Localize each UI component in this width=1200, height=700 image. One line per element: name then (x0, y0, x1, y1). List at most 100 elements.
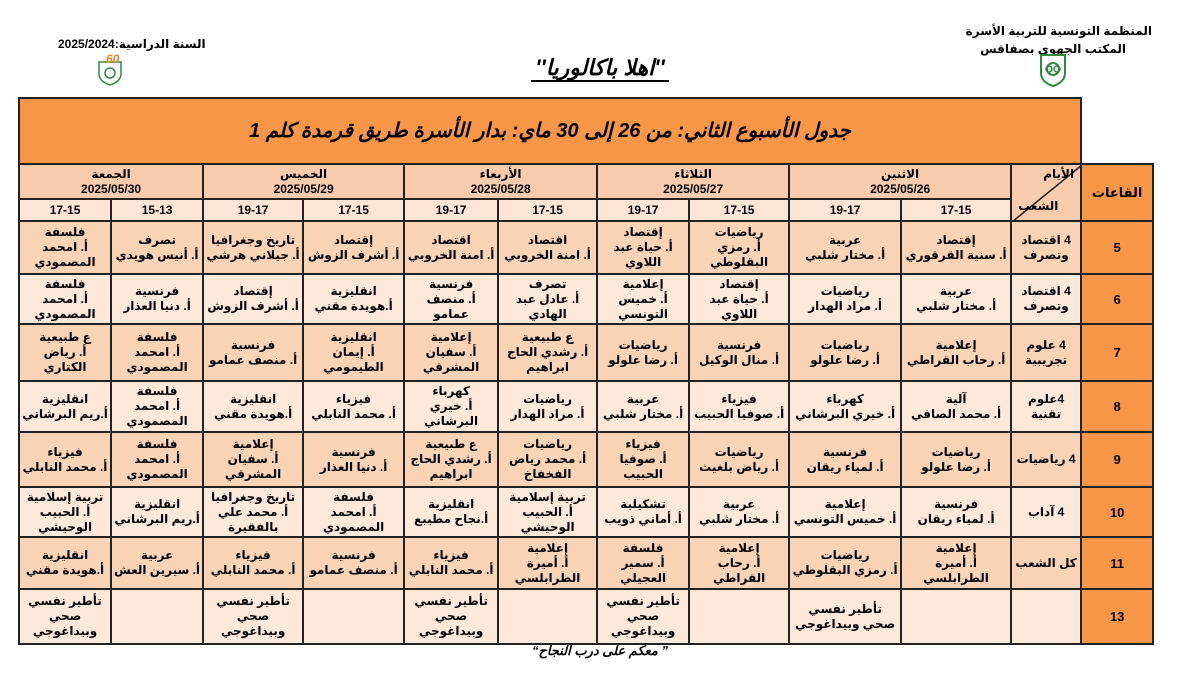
session-subject: إعلامية (935, 337, 977, 352)
session-teacher: أ. محمد الصافي (911, 406, 1002, 421)
session-subject: فلسفة (136, 437, 178, 451)
session-teacher: أ. سمير العجيلي (620, 555, 667, 585)
session-teacher: صحي وبيداغوجي (610, 609, 676, 638)
session-cell: فرنسية أ. منصف عمامو (302, 536, 406, 590)
session-subject: فرنسية (331, 444, 376, 459)
session-subject: إعلامية (935, 540, 977, 555)
day-header: الخميس 2025/05/29 (202, 163, 406, 200)
session-cell: تشكيلية أ. أماني ذويب (596, 486, 691, 538)
session-teacher: أ. امحمد المصمودي (126, 399, 188, 428)
session-subject: فلسفة (136, 384, 178, 398)
session-cell: تصرف أ. أنيس هويدي (110, 220, 205, 275)
session-subject: عربية (140, 548, 174, 562)
room-number: 9 (1080, 431, 1155, 488)
session-teacher: أ. سفيان المشرقي (224, 452, 282, 481)
room-number: 13 (1080, 588, 1155, 645)
blank-corner (1081, 98, 1154, 164)
organization-logo (1038, 52, 1068, 93)
session-cell: ع طبيعية أ. رياض الكتاري (17, 323, 113, 382)
session-cell: فيزياء أ. محمد النابلي (17, 431, 113, 488)
day-name: الخميس (280, 166, 328, 181)
session-cell: فلسفة أ. امحمد المصمودي (302, 486, 406, 538)
time-slot-header: 17-15 (688, 198, 791, 222)
session-subject: إقتصاد (623, 225, 663, 239)
session-cell: فيزياء أ. صوفيا الحبيب (596, 431, 691, 488)
session-teacher: أ. مختار شلبي (602, 406, 684, 421)
session-teacher: أ. جيلاني هرشي (206, 247, 300, 262)
session-cell: تأطير نفسي صحي وبيداغوجي (202, 588, 305, 645)
day-name: الأربعاء (479, 166, 522, 181)
session-cell: رياضيات أ. مراد الهدار (788, 273, 903, 325)
session-subject: فلسفة (44, 276, 86, 291)
session-teacher: أ. رضا علولو (921, 459, 991, 474)
session-subject: كهرباء (432, 384, 470, 398)
session-subject: فيزياء (235, 548, 271, 562)
session-teacher: أ. محمد النابلي (311, 406, 396, 421)
branch-name (1010, 588, 1083, 645)
session-cell: تصرف أ. عادل عبد الهادي (497, 273, 599, 325)
session-subject: رياضيات (820, 284, 870, 298)
session-teacher: أ. مختار شلبي (915, 299, 997, 313)
session-teacher: أ. أشرف الزوش (207, 299, 299, 313)
session-cell: إقتصاد أ. حياة عبد اللاوي (688, 273, 791, 325)
session-cell: فرنسية أ. منال الوكيل (688, 323, 791, 382)
session-subject: تصرف (528, 276, 567, 291)
session-teacher: أ. إيمان الطيمومي (323, 345, 384, 374)
session-subject: رياضيات (820, 548, 870, 562)
session-cell: ع طبيعية أ. رشدي الحاج ابراهيم (403, 431, 500, 488)
session-teacher: أ. سنية القرقوري (905, 247, 1007, 262)
time-slot-header: 19-17 (202, 198, 305, 222)
session-teacher: صحي وبيداغوجي (220, 609, 286, 638)
session-subject: عربية (626, 391, 660, 406)
session-teacher: أ. رضا علولو (810, 352, 880, 367)
session-teacher: أ. محمد النابلي (22, 459, 108, 474)
session-cell: تأطير نفسي صحي وبيداغوجي (596, 588, 691, 645)
session-teacher: أ. خيري البرشاني (795, 406, 896, 421)
session-teacher: أ. مختار شلبي (804, 247, 886, 262)
session-teacher: أ. أميرة الطرابلسي (923, 555, 989, 585)
session-subject: كهرباء (826, 391, 864, 406)
session-subject: فرنسية (230, 337, 276, 352)
session-subject: تربية إسلامية (26, 489, 104, 504)
page-title-text: ''اهلا باكالوريا'' (531, 55, 669, 82)
session-teacher: أ. لمياء ريقان (806, 459, 884, 474)
time-slot-header: 17-15 (17, 198, 113, 222)
session-subject: تأطير نفسي (216, 594, 290, 608)
time-slot-header: 17-15 (900, 198, 1013, 222)
table-row: 11 كل الشعب إعلامية أ. أميرة الطرابلسي رياضي… (17, 536, 1155, 590)
session-cell: إعلامية أ. أميرة الطرابلسي (900, 536, 1013, 590)
room-number: 7 (1080, 323, 1155, 382)
session-subject: فيزياء (335, 391, 372, 406)
session-cell: إقتصاد أ. حياة عبد اللاوي (596, 220, 691, 275)
session-teacher: أ. رمزي البقلوطي (792, 563, 898, 577)
session-cell: عربية أ. مختار شلبي (596, 380, 691, 433)
session-subject: فرنسية (716, 337, 762, 352)
session-cell: تأطير نفسي صحي وبيداغوجي (403, 588, 500, 645)
table-row: 10 4 آداب فرنسية أ. لمياء ريقان إعلامية أ. خم… (17, 486, 1155, 538)
session-teacher: أ. الحبيب الوحيشي (38, 504, 93, 534)
session-teacher: أ. أنيس هويدي (115, 247, 199, 262)
session-teacher: أ. محمد رياض الفخفاخ (508, 452, 587, 481)
session-teacher: صحي وبيداغوجي (418, 609, 484, 638)
session-subject: رياضيات (931, 444, 981, 459)
session-teacher: أ. محمد النابلي (408, 563, 494, 577)
session-cell: فيزياء أ. صوفيا الحبيب (688, 380, 791, 433)
session-cell: عربية أ. مختار شلبي (788, 220, 903, 275)
session-teacher: أ. خميس التونسي (793, 512, 897, 526)
session-teacher: أ. مراد الهدار (808, 299, 882, 313)
session-teacher: أ. امنة الخروبي (407, 247, 495, 262)
day-header: الاثنين 2025/05/26 (788, 163, 1013, 200)
session-subject: تاريخ وجغرافيا (211, 232, 296, 247)
session-teacher: أ. منصف عمامو (426, 291, 476, 321)
session-cell: انقليزية أ. إيمان الطيمومي (302, 323, 406, 382)
session-subject: آلية (945, 391, 967, 406)
session-cell: اقتصاد أ. امنة الخروبي (497, 220, 599, 275)
session-subject: فلسفة (622, 540, 664, 555)
diagonal-divider (1014, 166, 1080, 219)
session-subject: فلسفة (333, 489, 375, 504)
day-header: الجمعة 2025/05/30 (17, 163, 205, 200)
session-cell: انقليزية أ.هويدة مقني (302, 273, 406, 325)
